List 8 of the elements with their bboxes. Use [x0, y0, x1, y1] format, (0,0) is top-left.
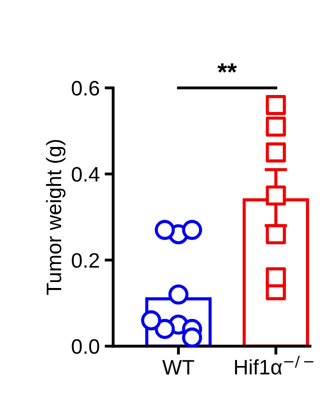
- x-tick-label: Hif1α$^{−/−}$: [235, 356, 314, 375]
- y-tick-label: 0.0: [72, 339, 100, 354]
- y-tick-label: 0.2: [72, 253, 99, 268]
- text: **: [217, 63, 237, 73]
- y-tick-label: 0.6: [72, 80, 100, 96]
- y-axis-title: Tumor weight (g): [46, 140, 66, 295]
- x-tick-label: WT: [162, 360, 194, 374]
- y-tick-label: 0.4: [72, 166, 100, 182]
